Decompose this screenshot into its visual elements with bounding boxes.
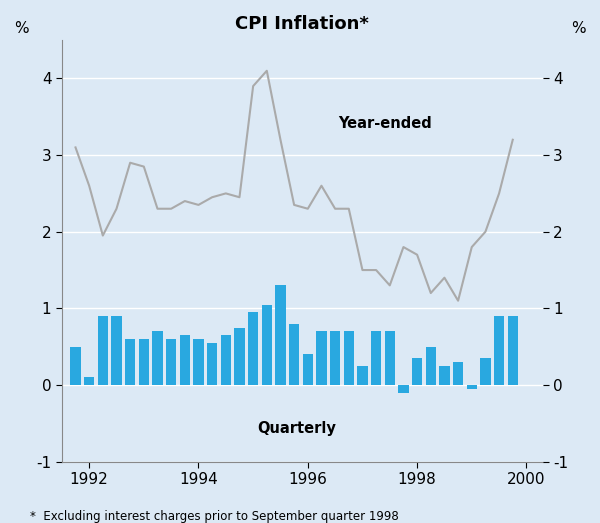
Bar — [344, 332, 354, 385]
Bar — [112, 316, 122, 385]
Bar — [125, 339, 136, 385]
Bar — [84, 378, 94, 385]
Bar — [425, 347, 436, 385]
Bar — [139, 339, 149, 385]
Bar — [289, 324, 299, 385]
Bar — [152, 332, 163, 385]
Bar — [234, 327, 245, 385]
Bar — [207, 343, 217, 385]
Bar — [357, 366, 368, 385]
Text: Quarterly: Quarterly — [257, 420, 336, 436]
Bar — [275, 286, 286, 385]
Text: %: % — [14, 21, 28, 36]
Bar — [385, 332, 395, 385]
Bar — [467, 385, 477, 389]
Bar — [262, 304, 272, 385]
Bar — [371, 332, 382, 385]
Bar — [316, 332, 326, 385]
Title: CPI Inflation*: CPI Inflation* — [235, 15, 369, 33]
Bar — [439, 366, 449, 385]
Bar — [221, 335, 231, 385]
Bar — [330, 332, 340, 385]
Bar — [193, 339, 203, 385]
Bar — [398, 385, 409, 393]
Bar — [248, 312, 259, 385]
Bar — [302, 355, 313, 385]
Text: %: % — [572, 21, 586, 36]
Bar — [166, 339, 176, 385]
Bar — [179, 335, 190, 385]
Bar — [70, 347, 80, 385]
Text: *  Excluding interest charges prior to September quarter 1998: * Excluding interest charges prior to Se… — [30, 510, 399, 523]
Bar — [98, 316, 108, 385]
Bar — [480, 358, 491, 385]
Bar — [508, 316, 518, 385]
Bar — [412, 358, 422, 385]
Bar — [453, 362, 463, 385]
Bar — [494, 316, 504, 385]
Text: Year-ended: Year-ended — [338, 116, 431, 131]
